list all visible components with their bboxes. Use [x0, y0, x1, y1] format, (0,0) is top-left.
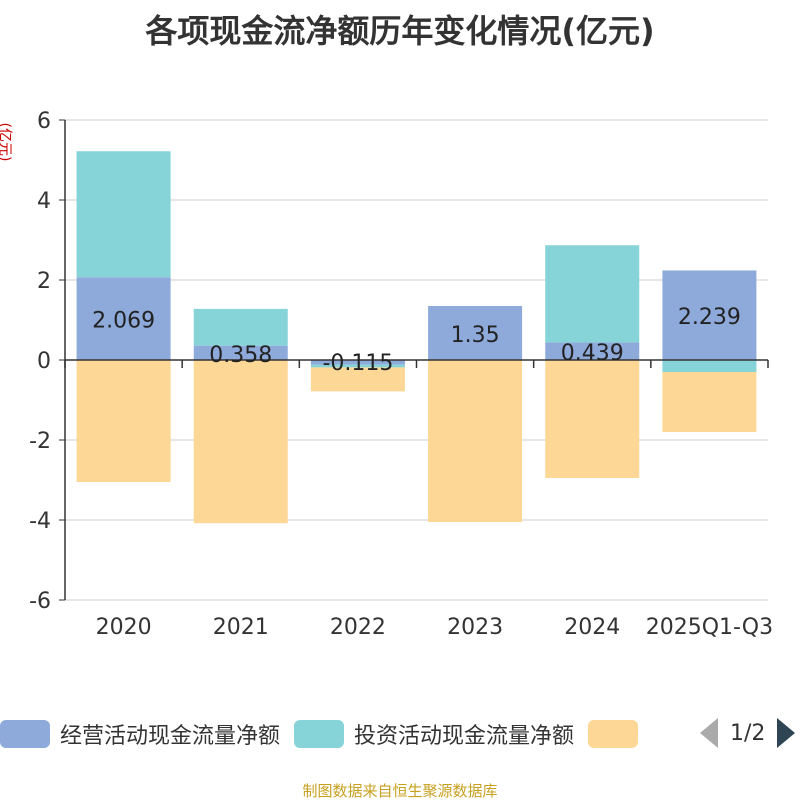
- y-tick-label: -2: [29, 429, 51, 454]
- y-tick-label: -6: [29, 589, 51, 614]
- legend-swatch-operating: [0, 720, 50, 748]
- legend-swatch-financing: [588, 720, 639, 748]
- bar-3: [545, 360, 640, 478]
- bar-1: [428, 306, 523, 360]
- bar-2: [545, 245, 640, 343]
- y-tick-label: 0: [37, 349, 51, 374]
- data-label: 0.439: [561, 341, 624, 366]
- chart-canvas: 6 4 2 0 -2 -4 -6 2.069 2020 0.358 2021 -0.115 2022 1.…: [29, 109, 773, 640]
- bar-1: [76, 277, 171, 360]
- y-tick-label: 6: [37, 109, 51, 134]
- bar-2: [310, 364, 405, 368]
- legend-item-financing[interactable]: [588, 720, 648, 748]
- legend-pager: 1/2: [700, 718, 796, 748]
- y-tick-label: -4: [29, 509, 51, 534]
- legend-label-investing: 投资活动现金流量净额: [354, 724, 575, 749]
- data-label: 2.069: [92, 309, 155, 334]
- x-tick-label: 2020: [96, 615, 152, 640]
- bar-2: [193, 308, 288, 346]
- bar-1: [545, 342, 640, 360]
- x-tick-label: 2025Q1-Q3: [646, 615, 773, 640]
- x-tick-label: 2021: [213, 615, 269, 640]
- bar-3: [662, 372, 757, 432]
- data-label: 1.35: [451, 323, 500, 348]
- legend-label-operating: 经营活动现金流量净额: [60, 724, 281, 749]
- bar-3: [193, 360, 288, 524]
- data-label: 0.358: [209, 343, 272, 368]
- x-tick-label: 2023: [447, 615, 503, 640]
- bar-3: [310, 367, 405, 392]
- legend-page-indicator: 1/2: [730, 720, 766, 746]
- x-tick-label: 2022: [330, 615, 386, 640]
- bar-3: [428, 360, 523, 522]
- bar-1: [310, 360, 405, 365]
- data-label: -0.115: [322, 351, 393, 376]
- legend-item-operating[interactable]: 经营活动现金流量净额: [0, 718, 280, 750]
- data-label: 2.239: [678, 305, 741, 330]
- bar-2: [662, 360, 757, 372]
- x-tick-label: 2024: [564, 615, 620, 640]
- legend-item-investing[interactable]: 投资活动现金流量净额: [294, 718, 574, 750]
- legend: 经营活动现金流量净额 投资活动现金流量净额 1/2: [0, 716, 800, 752]
- y-tick-label: 2: [37, 269, 51, 294]
- data-source-note: 制图数据来自恒生聚源数据库: [302, 782, 498, 800]
- bar-2: [76, 151, 171, 278]
- chart-title: 各项现金流净额历年变化情况(亿元): [145, 12, 655, 50]
- bar-3: [76, 360, 171, 482]
- bar-1: [193, 345, 288, 360]
- next-page-icon[interactable]: [777, 718, 796, 748]
- y-tick-label: 4: [37, 189, 51, 214]
- legend-swatch-investing: [294, 720, 345, 748]
- bar-1: [662, 270, 757, 360]
- prev-page-icon[interactable]: [700, 718, 718, 748]
